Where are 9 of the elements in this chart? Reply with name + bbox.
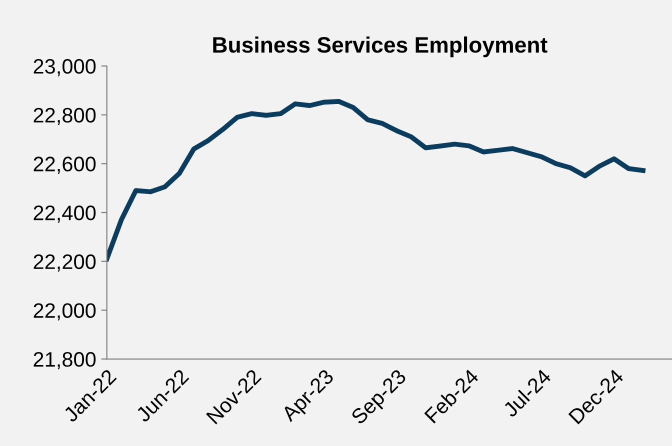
y-tick-label: 21,800 (34, 352, 96, 370)
line-series (106, 98, 646, 262)
y-tick-label: 22,000 (34, 303, 96, 320)
y-tick-label: 22,800 (34, 108, 96, 126)
chart-title: Business Services Employment (213, 36, 548, 58)
y-tick-label: 22,400 (34, 206, 96, 223)
y-tick-label: 22,600 (34, 156, 96, 174)
y-tick-label: 23,000 (34, 59, 96, 76)
y-tick-label: 22,200 (34, 254, 96, 272)
